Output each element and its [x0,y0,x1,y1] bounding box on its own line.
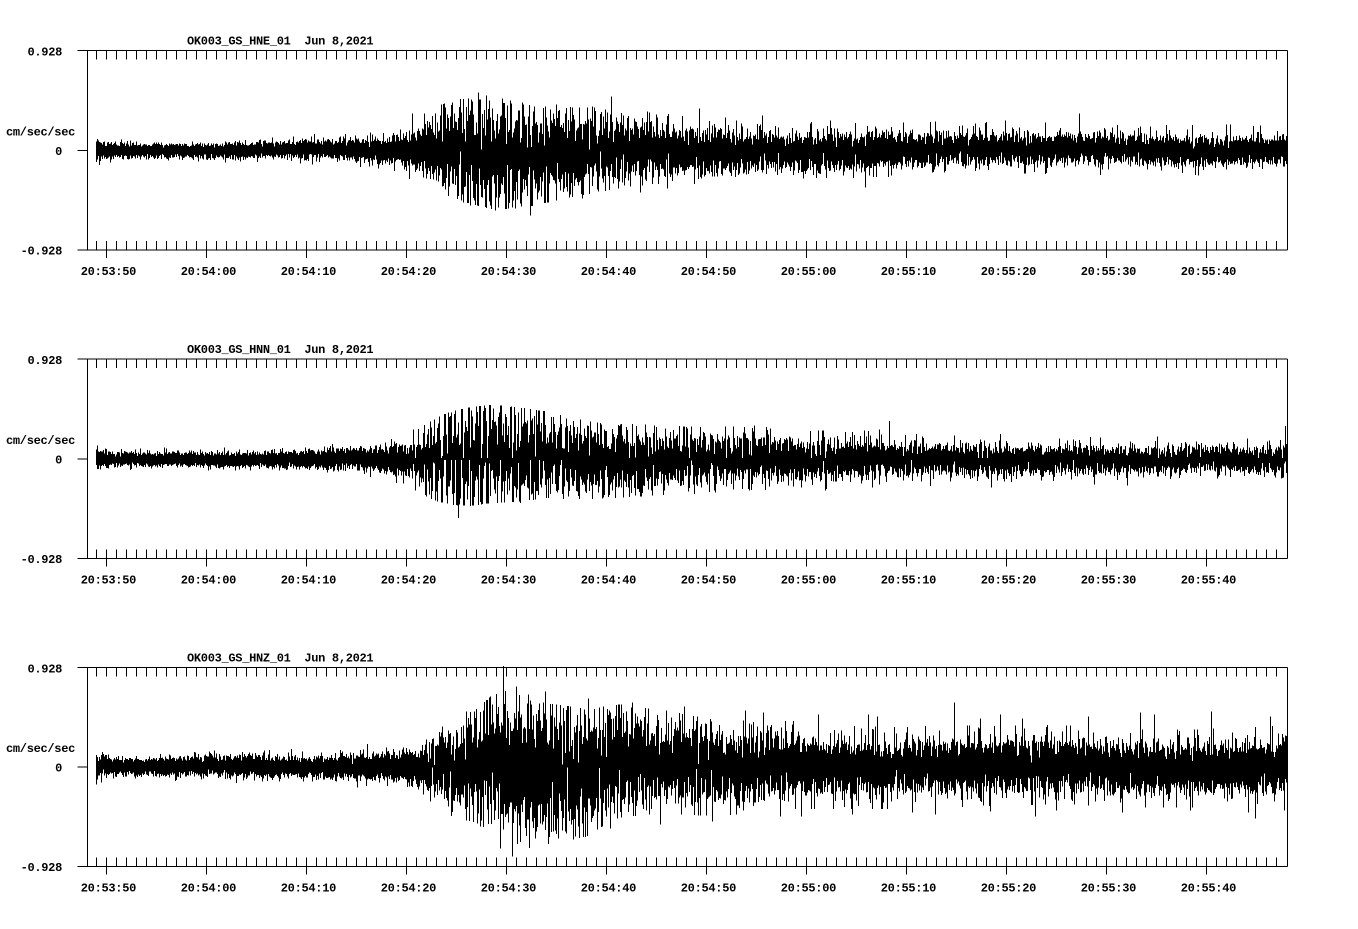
svg-text:20:54:20: 20:54:20 [381,882,436,896]
svg-text:cm/sec/sec: cm/sec/sec [6,434,75,448]
svg-text:20:54:40: 20:54:40 [581,882,636,896]
svg-text:20:55:40: 20:55:40 [1181,265,1236,279]
svg-text:20:54:00: 20:54:00 [181,265,236,279]
svg-text:20:55:20: 20:55:20 [981,265,1036,279]
svg-text:-0.928: -0.928 [21,245,63,259]
svg-text:20:55:20: 20:55:20 [981,574,1036,588]
svg-text:OK003_GS_HNN_01 Jun 8,2021: OK003_GS_HNN_01 Jun 8,2021 [187,343,373,357]
svg-text:0: 0 [55,145,62,159]
svg-text:0.928: 0.928 [27,354,62,368]
svg-text:20:54:50: 20:54:50 [681,882,736,896]
svg-text:20:54:20: 20:54:20 [381,574,436,588]
svg-text:0: 0 [55,762,62,776]
svg-text:0.928: 0.928 [27,46,62,60]
svg-text:cm/sec/sec: cm/sec/sec [6,742,75,756]
svg-text:20:54:50: 20:54:50 [681,574,736,588]
svg-text:20:55:30: 20:55:30 [1081,265,1136,279]
svg-text:20:54:10: 20:54:10 [281,574,336,588]
svg-text:20:54:10: 20:54:10 [281,265,336,279]
svg-text:20:53:50: 20:53:50 [81,882,136,896]
svg-text:cm/sec/sec: cm/sec/sec [6,125,75,139]
svg-text:0: 0 [55,453,62,467]
svg-text:-0.928: -0.928 [21,861,63,875]
svg-text:20:54:00: 20:54:00 [181,882,236,896]
svg-text:20:55:30: 20:55:30 [1081,574,1136,588]
svg-text:OK003_GS_HNZ_01 Jun 8,2021: OK003_GS_HNZ_01 Jun 8,2021 [187,652,373,666]
svg-text:OK003_GS_HNE_01 Jun 8,2021: OK003_GS_HNE_01 Jun 8,2021 [187,35,373,49]
svg-text:20:55:20: 20:55:20 [981,882,1036,896]
svg-text:-0.928: -0.928 [21,553,63,567]
svg-text:20:55:40: 20:55:40 [1181,574,1236,588]
svg-text:20:54:20: 20:54:20 [381,265,436,279]
svg-text:20:54:40: 20:54:40 [581,265,636,279]
svg-text:20:55:30: 20:55:30 [1081,882,1136,896]
svg-text:20:54:30: 20:54:30 [481,882,536,896]
svg-text:20:53:50: 20:53:50 [81,574,136,588]
svg-text:20:55:00: 20:55:00 [781,265,836,279]
svg-text:20:55:00: 20:55:00 [781,574,836,588]
svg-text:20:54:30: 20:54:30 [481,265,536,279]
svg-text:20:54:50: 20:54:50 [681,265,736,279]
svg-text:20:53:50: 20:53:50 [81,265,136,279]
svg-text:20:54:30: 20:54:30 [481,574,536,588]
svg-text:20:54:10: 20:54:10 [281,882,336,896]
svg-text:20:55:00: 20:55:00 [781,882,836,896]
svg-text:0.928: 0.928 [27,663,62,677]
svg-text:20:55:40: 20:55:40 [1181,882,1236,896]
svg-text:20:54:40: 20:54:40 [581,574,636,588]
svg-text:20:55:10: 20:55:10 [881,265,936,279]
svg-text:20:55:10: 20:55:10 [881,882,936,896]
svg-text:20:55:10: 20:55:10 [881,574,936,588]
svg-text:20:54:00: 20:54:00 [181,574,236,588]
